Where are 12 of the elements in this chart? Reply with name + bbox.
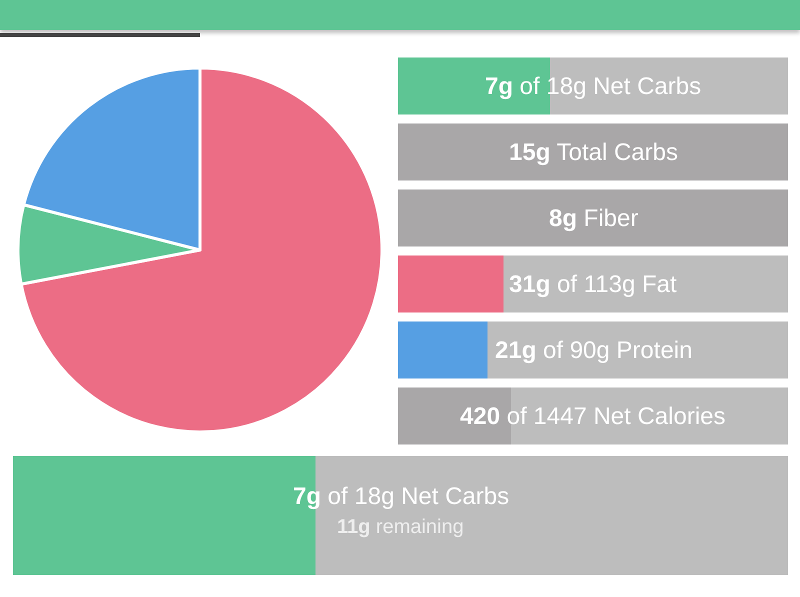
annotation: 21g of 90g Protein	[495, 337, 692, 364]
bar	[398, 256, 504, 312]
annotation: 8g Fiber	[549, 205, 638, 232]
bar	[503, 256, 788, 312]
annotation: 31g of 113g Fat	[509, 271, 677, 298]
bar	[398, 124, 788, 180]
bar	[550, 58, 788, 114]
annotation: 420 of 1447 Net Calories	[460, 403, 726, 430]
bar	[398, 190, 788, 246]
bar	[488, 322, 788, 378]
bar	[398, 322, 488, 378]
annotation: 15g Total Carbs	[509, 139, 678, 166]
